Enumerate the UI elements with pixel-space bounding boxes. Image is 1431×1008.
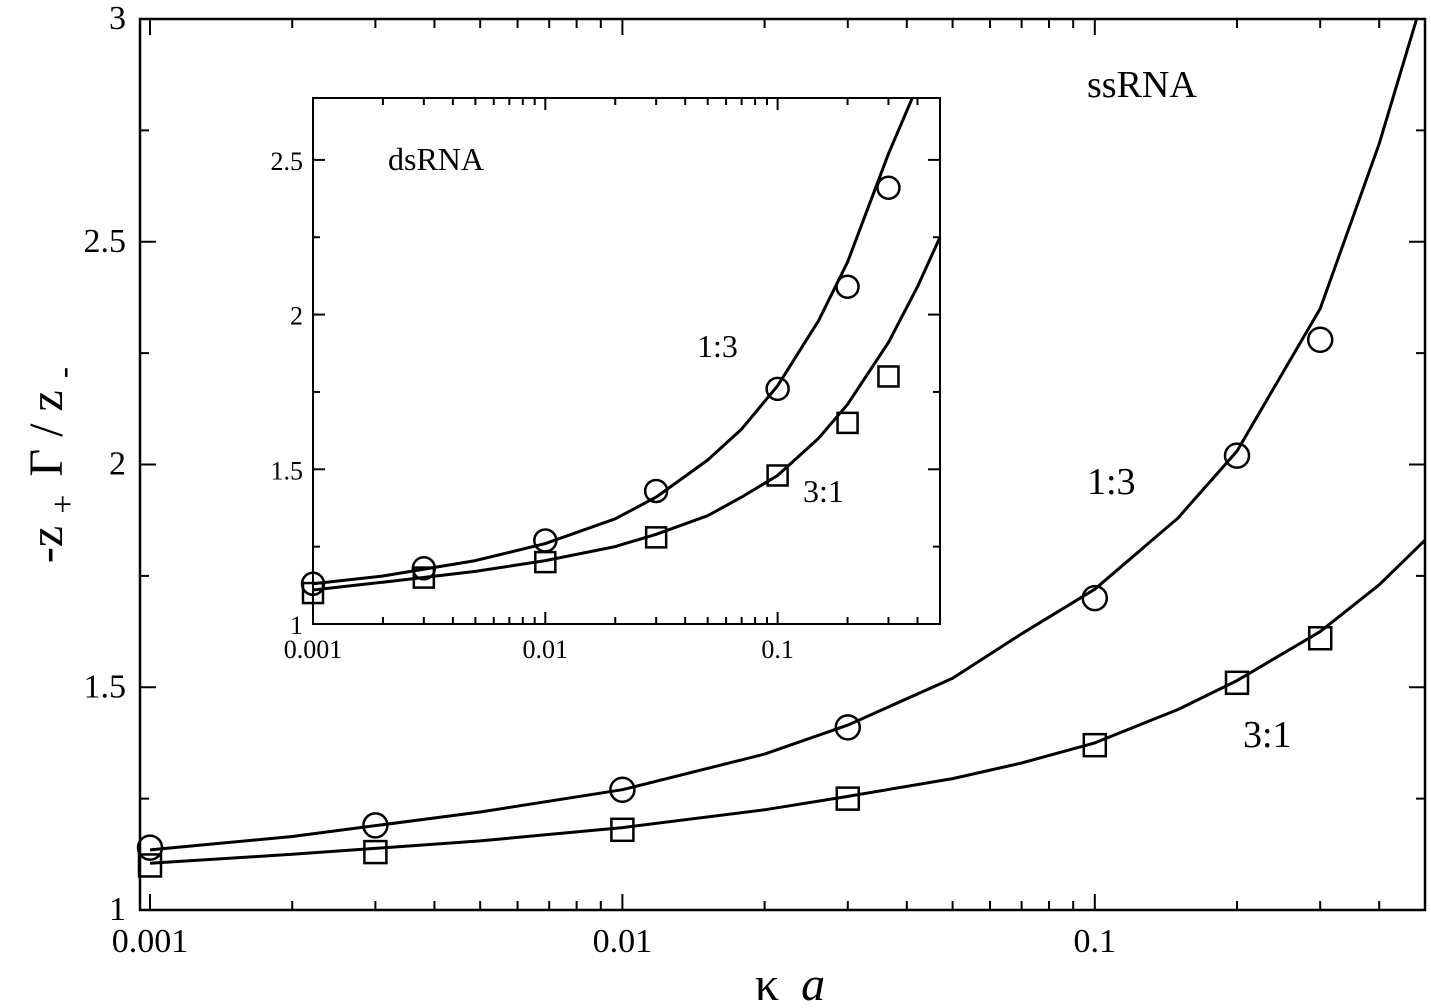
main-square-marker xyxy=(1307,625,1333,651)
main-square-marker xyxy=(137,853,163,878)
inset-x-tick-label: 0.001 xyxy=(284,635,343,664)
main-tick-labels: 0.001 0.01 0.1 1 1.5 2 2.5 3 xyxy=(84,0,1117,960)
inset-square-marker xyxy=(877,365,900,388)
main-square-marker xyxy=(1082,732,1108,758)
inset-panel-title: dsRNA xyxy=(388,141,484,177)
y-axis-label-gamma: Γ xyxy=(20,449,73,477)
main-x-tick-label: 0.01 xyxy=(593,923,653,960)
main-circle-marker xyxy=(1081,584,1109,612)
main-square-marker xyxy=(835,786,861,811)
x-axis-label: κ a xyxy=(755,958,825,1008)
main-circle-marker xyxy=(136,834,164,861)
inset-square-marker xyxy=(534,550,557,574)
inset-circle-marker xyxy=(643,478,669,504)
y-axis-label-zminus: / z xyxy=(20,390,73,437)
inset-label-3-1: 3:1 xyxy=(803,473,844,509)
main-label-1-3: 1:3 xyxy=(1087,461,1136,503)
inset-circle-marker xyxy=(876,175,901,200)
inset-square-marker xyxy=(301,581,325,605)
main-circle-marker xyxy=(609,776,636,803)
inset-y-tick-label: 1 xyxy=(290,611,303,640)
y-axis-label-plus-sub: + xyxy=(45,495,82,514)
main-y-tick-label: 1.5 xyxy=(84,668,127,705)
y-axis-label: -z + Γ / z - xyxy=(20,367,85,563)
main-y-tick-label: 1 xyxy=(109,891,126,928)
inset-square-marker xyxy=(836,411,859,435)
main-curve-1-3 xyxy=(149,18,1419,852)
inset-square-marker xyxy=(644,526,668,549)
main-circle-marker xyxy=(362,812,389,839)
main-x-tick-label: 0.001 xyxy=(112,923,189,960)
inset-curve-1-3 xyxy=(312,97,914,586)
inset-square-marker xyxy=(766,464,789,487)
main-circle-marker xyxy=(1223,442,1251,469)
inset-x-tick-label: 0.1 xyxy=(761,635,794,664)
main-curve-3-1 xyxy=(149,539,1427,865)
inset-x-tick-label: 0.01 xyxy=(523,635,569,664)
main-label-3-1: 3:1 xyxy=(1243,714,1292,756)
inset-y-tick-label: 2 xyxy=(290,302,303,331)
main-y-tick-label: 2 xyxy=(109,446,126,483)
inset-y-tick-label: 1.5 xyxy=(271,456,304,485)
inset-curves xyxy=(312,97,942,592)
main-circle-marker xyxy=(834,714,862,741)
main-square-marker xyxy=(610,817,635,843)
inset-curve-3-1 xyxy=(312,236,942,592)
main-y-tick-label: 3 xyxy=(109,0,126,37)
main-panel-title: ssRNA xyxy=(1087,64,1197,106)
main-square-marker xyxy=(363,839,388,865)
main-ticks xyxy=(140,18,1426,911)
x-axis-label-kappa: κ xyxy=(755,958,779,1008)
main-markers xyxy=(136,326,1334,878)
main-square-marker xyxy=(1224,670,1250,696)
y-axis-label-zplus: -z xyxy=(20,526,73,563)
inset-label-1-3: 1:3 xyxy=(697,328,738,364)
inset-tick-labels: 0.001 0.01 0.1 1 1.5 2 2.5 xyxy=(271,147,794,664)
main-curves xyxy=(149,18,1427,865)
main-y-tick-label: 2.5 xyxy=(84,223,127,260)
inset-circle-marker xyxy=(835,274,860,299)
main-circle-marker xyxy=(1306,326,1334,354)
inset-y-tick-label: 2.5 xyxy=(271,147,304,176)
inset-plot-frame xyxy=(312,97,941,625)
y-axis-label-minus-sub: - xyxy=(45,367,82,378)
x-axis-label-a: a xyxy=(801,958,825,1008)
inset-circle-marker xyxy=(765,376,790,402)
inset-square-marker xyxy=(412,566,436,589)
inset-ticks xyxy=(312,98,941,625)
main-x-tick-label: 0.1 xyxy=(1074,923,1117,960)
inset-markers xyxy=(300,175,901,605)
